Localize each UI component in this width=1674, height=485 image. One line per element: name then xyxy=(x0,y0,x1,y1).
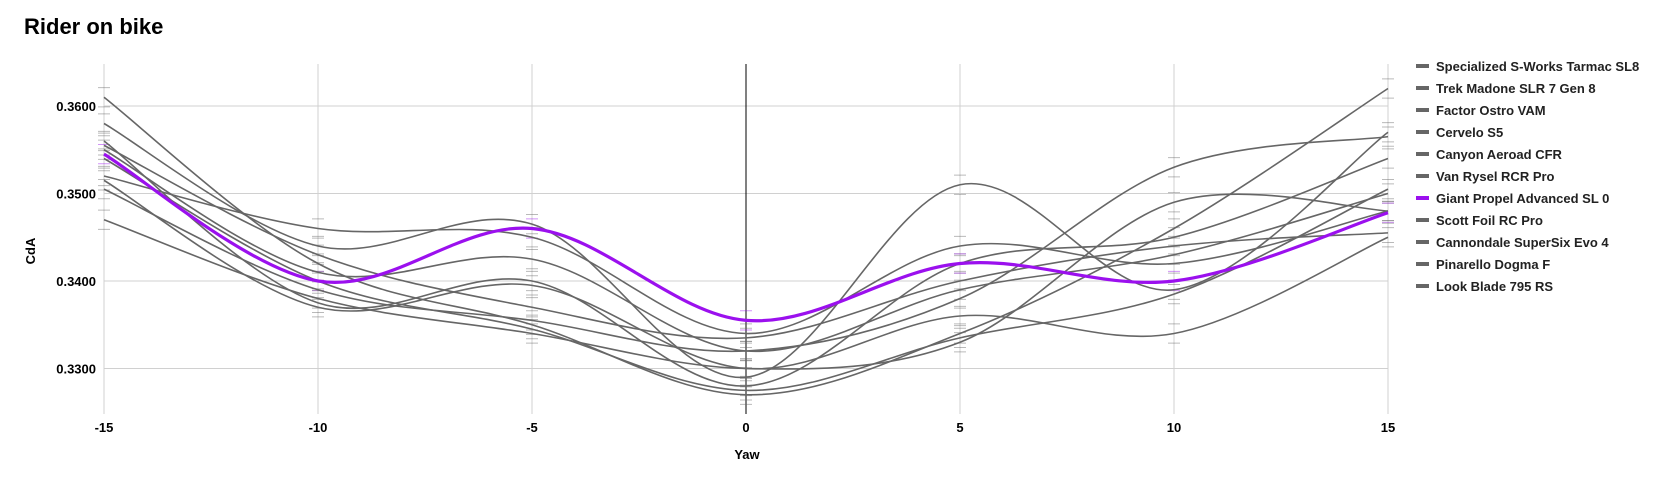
legend-label: Cervelo S5 xyxy=(1436,124,1504,140)
series-line-9[interactable] xyxy=(103,144,1389,340)
legend-item[interactable]: Cervelo S5 xyxy=(1416,121,1639,143)
chart-title: Rider on bike xyxy=(24,14,164,39)
legend-item[interactable]: Canyon Aeroad CFR xyxy=(1416,143,1639,165)
x-tick-label: 15 xyxy=(1381,420,1395,435)
legend-swatch xyxy=(1416,240,1429,244)
x-tick-label: 0 xyxy=(742,420,749,435)
legend-item[interactable]: Scott Foil RC Pro xyxy=(1416,209,1639,231)
x-tick-label: -5 xyxy=(526,420,538,435)
y-tick-labels: 0.3300 0.3400 0.3500 0.3600 xyxy=(56,99,96,377)
legend-swatch xyxy=(1416,196,1429,200)
legend-item[interactable]: Specialized S-Works Tarmac SL8 xyxy=(1416,55,1639,77)
legend-item[interactable]: Van Rysel RCR Pro xyxy=(1416,165,1639,187)
legend-item[interactable]: Pinarello Dogma F xyxy=(1416,253,1639,275)
series-line-3[interactable] xyxy=(103,175,1389,335)
legend-label: Giant Propel Advanced SL 0 xyxy=(1436,190,1610,206)
legend-swatch xyxy=(1416,218,1429,222)
legend-item[interactable]: Look Blade 795 RS xyxy=(1416,275,1639,297)
legend-label: Specialized S-Works Tarmac SL8 xyxy=(1436,58,1640,74)
y-tick-label: 0.3500 xyxy=(56,187,96,202)
legend-label: Scott Foil RC Pro xyxy=(1436,212,1543,228)
series-line-6[interactable] xyxy=(103,152,1389,323)
series-line-0[interactable] xyxy=(103,87,1389,396)
legend-swatch xyxy=(1416,284,1429,288)
legend-item[interactable]: Giant Propel Advanced SL 0 xyxy=(1416,187,1639,209)
y-tick-label: 0.3600 xyxy=(56,99,96,114)
legend-label: Canyon Aeroad CFR xyxy=(1436,146,1562,162)
legend-label: Look Blade 795 RS xyxy=(1436,278,1554,294)
legend-swatch xyxy=(1416,108,1429,112)
x-tick-label: -15 xyxy=(95,420,114,435)
series-lines[interactable] xyxy=(103,87,1389,396)
series-line-2[interactable] xyxy=(103,140,1389,387)
legend-label: Cannondale SuperSix Evo 4 xyxy=(1436,234,1609,250)
legend-label: Trek Madone SLR 7 Gen 8 xyxy=(1436,80,1596,96)
legend-swatch xyxy=(1416,262,1429,266)
series-line-8[interactable] xyxy=(103,135,1389,353)
x-axis-label: Yaw xyxy=(734,447,760,462)
legend-label: Van Rysel RCR Pro xyxy=(1436,168,1555,184)
legend-swatch xyxy=(1416,174,1429,178)
series-line-1[interactable] xyxy=(103,122,1389,379)
y-tick-label: 0.3400 xyxy=(56,274,96,289)
legend-label: Pinarello Dogma F xyxy=(1436,256,1551,272)
legend-swatch xyxy=(1416,152,1429,156)
series-line-7[interactable] xyxy=(103,179,1389,370)
x-tick-label: 10 xyxy=(1167,420,1181,435)
legend-item[interactable]: Cannondale SuperSix Evo 4 xyxy=(1416,231,1639,253)
legend-item[interactable]: Factor Ostro VAM xyxy=(1416,99,1639,121)
legend-swatch xyxy=(1416,64,1429,68)
legend-label: Factor Ostro VAM xyxy=(1436,102,1546,118)
legend-swatch xyxy=(1416,130,1429,134)
x-tick-label: -10 xyxy=(309,420,328,435)
x-tick-labels: -15 -10 -5 0 5 10 15 xyxy=(95,420,1396,435)
legend: Specialized S-Works Tarmac SL8 Trek Madon… xyxy=(1416,55,1639,297)
legend-swatch xyxy=(1416,86,1429,90)
y-tick-label: 0.3300 xyxy=(56,362,96,377)
legend-item[interactable]: Trek Madone SLR 7 Gen 8 xyxy=(1416,77,1639,99)
x-tick-label: 5 xyxy=(956,420,963,435)
y-axis-label: CdA xyxy=(23,237,38,264)
